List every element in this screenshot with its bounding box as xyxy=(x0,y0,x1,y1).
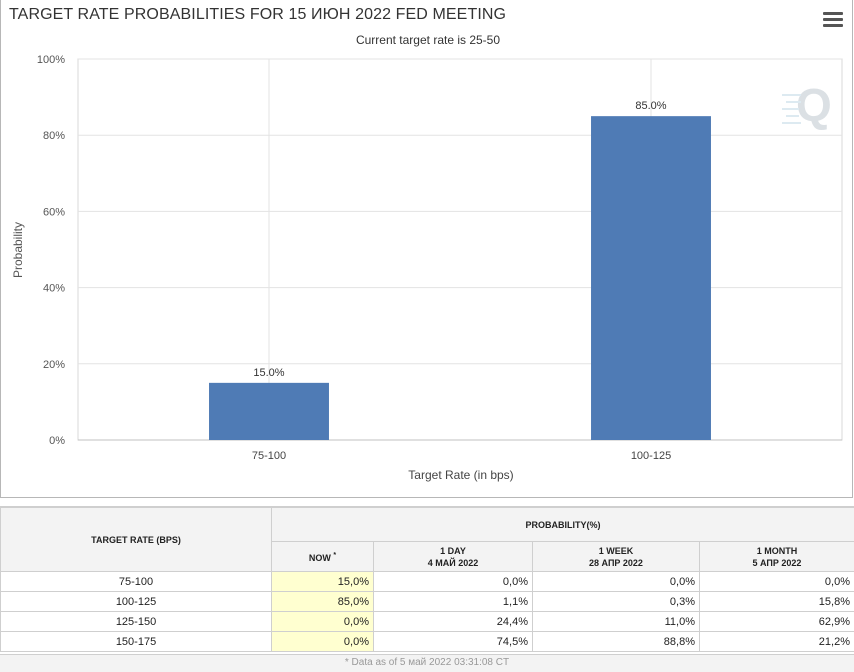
chart-panel: 0% 20% 40% 60% 80% 100% 15.0% 75-100 85.0% 100-12… xyxy=(0,0,853,498)
chart-subtitle: Current target rate is 25-50 xyxy=(355,33,501,47)
q-logo-watermark: Q xyxy=(782,79,832,131)
week-cell: 11,0% xyxy=(532,611,700,632)
y-tick-label: 100% xyxy=(37,54,65,66)
week-cell: 88,8% xyxy=(532,631,700,652)
month-cell: 15,8% xyxy=(699,591,854,612)
target-rate-header: TARGET RATE (BPS) xyxy=(0,507,272,572)
month-cell: 21,2% xyxy=(699,631,854,652)
day-header-line2: 4 МАЙ 2022 xyxy=(427,557,479,568)
rate-cell: 125-150 xyxy=(0,611,272,632)
day-header-line1: 1 DAY xyxy=(440,545,466,556)
bar-75-100[interactable] xyxy=(209,382,329,440)
day-cell: 1,1% xyxy=(373,591,533,612)
now-cell: 0,0% xyxy=(271,611,374,632)
y-tick-label: 0% xyxy=(49,435,65,447)
x-axis-label: Target Rate (in bps) xyxy=(408,468,513,482)
probability-table-container: TARGET RATE (BPS) PROBABILITY(%) NOW * 1… xyxy=(0,506,854,672)
month-cell: 62,9% xyxy=(699,611,854,632)
y-tick-label: 20% xyxy=(43,359,65,371)
table-row: 125-150 0,0% 24,4% 11,0% 62,9% xyxy=(0,611,854,632)
bar-value-label: 15.0% xyxy=(253,367,284,379)
week-cell: 0,0% xyxy=(532,571,700,592)
plot-area xyxy=(77,58,843,441)
week-header: 1 WEEK 28 АПР 2022 xyxy=(532,541,700,572)
data-timestamp-footnote: * Data as of 5 май 2022 03:31:08 CT xyxy=(0,654,854,672)
x-tick-label: 75-100 xyxy=(252,450,286,462)
bar-100-125[interactable] xyxy=(591,116,711,441)
probability-table: TARGET RATE (BPS) PROBABILITY(%) NOW * 1… xyxy=(0,507,854,652)
hamburger-menu-icon[interactable] xyxy=(823,12,843,30)
day-cell: 74,5% xyxy=(373,631,533,652)
x-tick-label: 100-125 xyxy=(631,450,671,462)
probability-header: PROBABILITY(%) xyxy=(271,507,854,542)
day-header: 1 DAY 4 МАЙ 2022 xyxy=(373,541,533,572)
week-header-line2: 28 АПР 2022 xyxy=(589,557,643,568)
chart-title: TARGET RATE PROBABILITIES FOR 15 ИЮН 202… xyxy=(9,6,507,23)
y-tick-label: 40% xyxy=(43,283,65,295)
month-cell: 0,0% xyxy=(699,571,854,592)
rate-cell: 75-100 xyxy=(0,571,272,592)
day-cell: 0,0% xyxy=(373,571,533,592)
now-header-label: NOW xyxy=(308,552,331,563)
now-header: NOW * xyxy=(271,541,374,572)
svg-text:Q: Q xyxy=(796,79,832,131)
rate-cell: 100-125 xyxy=(0,591,272,612)
now-cell: 85,0% xyxy=(271,591,374,612)
month-header-line2: 5 АПР 2022 xyxy=(752,557,802,568)
now-footnote-mark: * xyxy=(333,551,337,559)
bar-chart: 0% 20% 40% 60% 80% 100% 15.0% 75-100 85.0% 100-12… xyxy=(11,54,843,482)
now-cell: 0,0% xyxy=(271,631,374,652)
day-cell: 24,4% xyxy=(373,611,533,632)
month-header-line1: 1 MONTH xyxy=(756,545,798,556)
y-tick-label: 60% xyxy=(43,206,65,218)
y-tick-label: 80% xyxy=(43,130,65,142)
bar-value-label: 85.0% xyxy=(635,100,666,112)
y-axis-label: Probability xyxy=(11,222,25,278)
month-header: 1 MONTH 5 АПР 2022 xyxy=(699,541,854,572)
week-header-line1: 1 WEEK xyxy=(598,545,634,556)
table-row: 75-100 15,0% 0,0% 0,0% 0,0% xyxy=(0,571,854,592)
table-row: 150-175 0,0% 74,5% 88,8% 21,2% xyxy=(0,631,854,652)
rate-cell: 150-175 xyxy=(0,631,272,652)
now-cell: 15,0% xyxy=(271,571,374,592)
week-cell: 0,3% xyxy=(532,591,700,612)
table-row: 100-125 85,0% 1,1% 0,3% 15,8% xyxy=(0,591,854,612)
